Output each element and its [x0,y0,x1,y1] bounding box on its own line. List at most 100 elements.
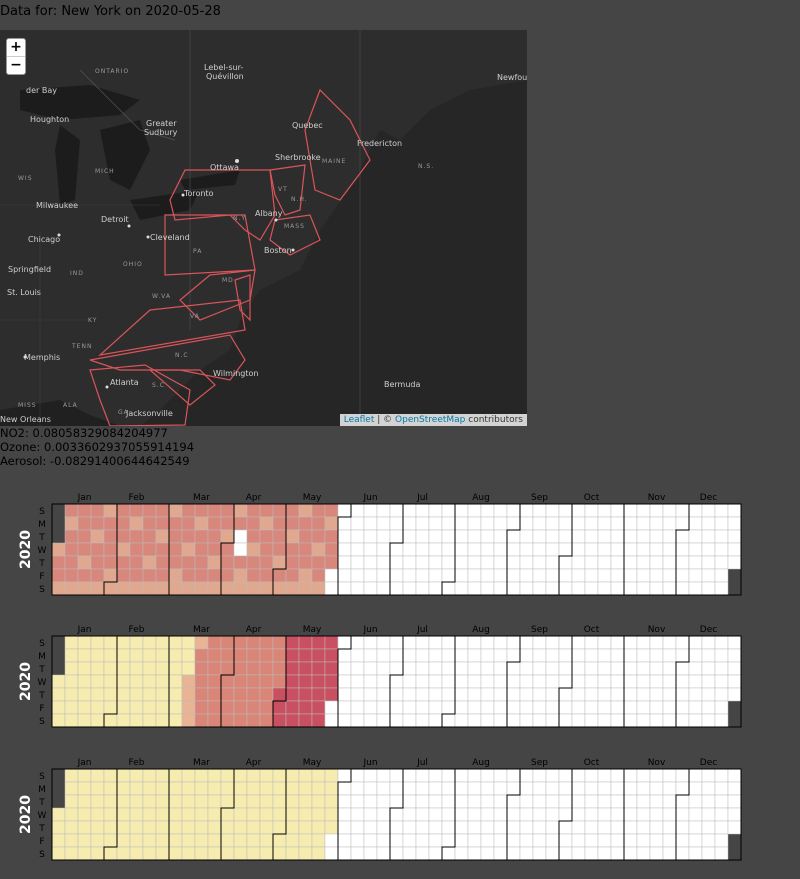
day-cell[interactable] [415,635,430,650]
day-cell[interactable] [623,529,638,544]
day-cell[interactable] [311,516,326,531]
day-cell[interactable] [454,846,469,861]
day-cell[interactable] [181,807,196,822]
day-cell[interactable] [519,568,534,583]
day-cell[interactable] [584,503,599,518]
day-cell[interactable] [311,700,326,715]
day-cell[interactable] [168,713,183,728]
day-cell[interactable] [688,781,703,796]
day-cell[interactable] [571,833,586,848]
day-cell[interactable] [337,635,352,650]
day-cell[interactable] [259,820,274,835]
day-cell[interactable] [90,807,105,822]
day-cell[interactable] [350,807,365,822]
day-cell[interactable] [688,635,703,650]
day-cell[interactable] [103,768,118,783]
day-cell[interactable] [142,648,157,663]
day-cell[interactable] [376,503,391,518]
day-cell[interactable] [324,568,339,583]
day-cell[interactable] [77,503,92,518]
day-cell[interactable] [662,833,677,848]
day-cell[interactable] [233,713,248,728]
day-cell[interactable] [272,568,287,583]
day-cell[interactable] [233,555,248,570]
day-cell[interactable] [428,661,443,676]
day-cell[interactable] [558,807,573,822]
day-cell[interactable] [558,516,573,531]
day-cell[interactable] [389,635,404,650]
day-cell[interactable] [285,529,300,544]
day-cell[interactable] [246,846,261,861]
day-cell[interactable] [623,674,638,689]
day-cell[interactable] [311,768,326,783]
day-cell[interactable] [220,635,235,650]
day-cell[interactable] [480,768,495,783]
day-cell[interactable] [701,568,716,583]
day-cell[interactable] [337,820,352,835]
day-cell[interactable] [428,807,443,822]
day-cell[interactable] [233,503,248,518]
day-cell[interactable] [415,648,430,663]
day-cell[interactable] [181,833,196,848]
day-cell[interactable] [129,833,144,848]
day-cell[interactable] [597,700,612,715]
day-cell[interactable] [350,820,365,835]
day-cell[interactable] [493,700,508,715]
day-cell[interactable] [610,555,625,570]
day-cell[interactable] [727,542,742,557]
day-cell[interactable] [688,807,703,822]
day-cell[interactable] [77,555,92,570]
day-cell[interactable] [506,700,521,715]
day-cell[interactable] [64,833,79,848]
day-cell[interactable] [506,833,521,848]
day-cell[interactable] [701,542,716,557]
day-cell[interactable] [636,700,651,715]
day-cell[interactable] [558,833,573,848]
day-cell[interactable] [168,635,183,650]
day-cell[interactable] [181,820,196,835]
day-cell[interactable] [597,542,612,557]
day-cell[interactable] [376,661,391,676]
day-cell[interactable] [727,529,742,544]
day-cell[interactable] [246,768,261,783]
day-cell[interactable] [142,635,157,650]
day-cell[interactable] [662,568,677,583]
day-cell[interactable] [389,687,404,702]
day-cell[interactable] [688,713,703,728]
day-cell[interactable] [649,833,664,848]
day-cell[interactable] [649,768,664,783]
day-cell[interactable] [714,503,729,518]
day-cell[interactable] [545,781,560,796]
day-cell[interactable] [233,516,248,531]
day-cell[interactable] [389,648,404,663]
day-cell[interactable] [389,529,404,544]
day-cell[interactable] [441,820,456,835]
day-cell[interactable] [246,568,261,583]
day-cell[interactable] [675,846,690,861]
day-cell[interactable] [337,555,352,570]
day-cell[interactable] [428,846,443,861]
day-cell[interactable] [701,503,716,518]
day-cell[interactable] [688,503,703,518]
day-cell[interactable] [77,820,92,835]
day-cell[interactable] [480,674,495,689]
day-cell[interactable] [584,713,599,728]
day-cell[interactable] [90,555,105,570]
day-cell[interactable] [129,516,144,531]
day-cell[interactable] [727,661,742,676]
day-cell[interactable] [298,674,313,689]
day-cell[interactable] [142,713,157,728]
day-cell[interactable] [272,635,287,650]
day-cell[interactable] [220,568,235,583]
day-cell[interactable] [571,529,586,544]
day-cell[interactable] [493,503,508,518]
day-cell[interactable] [168,674,183,689]
day-cell[interactable] [441,781,456,796]
day-cell[interactable] [285,687,300,702]
day-cell[interactable] [168,581,183,596]
day-cell[interactable] [324,687,339,702]
day-cell[interactable] [571,768,586,783]
day-cell[interactable] [246,807,261,822]
day-cell[interactable] [350,555,365,570]
day-cell[interactable] [454,635,469,650]
